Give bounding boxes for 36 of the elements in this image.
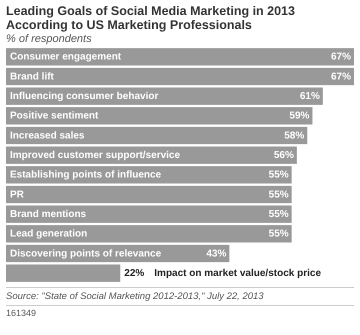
data-label: 55% xyxy=(268,228,289,240)
data-label: 55% xyxy=(268,170,289,181)
data-label: 58% xyxy=(284,130,304,142)
bar xyxy=(6,68,354,86)
y-tick-label: Brand mentions xyxy=(10,208,87,220)
data-label: 56% xyxy=(274,150,294,161)
data-label: 55% xyxy=(268,189,289,200)
bar xyxy=(6,107,312,124)
y-tick-label: Consumer engagement xyxy=(10,52,122,63)
y-tick-label: Discovering points of relevance xyxy=(10,248,162,260)
data-label: 22% xyxy=(124,268,144,279)
y-tick-label: PR xyxy=(10,189,25,200)
y-tick-label: Lead generation xyxy=(10,228,88,240)
y-tick-label: Brand lift xyxy=(10,71,55,82)
y-tick-label: Impact on market value/stock price xyxy=(154,268,322,279)
bar xyxy=(6,126,308,144)
y-tick-label: Positive sentiment xyxy=(10,110,100,122)
bar xyxy=(6,186,292,204)
data-label: 67% xyxy=(330,71,352,82)
y-tick-label: Improved customer support/service xyxy=(10,150,180,161)
data-label: 55% xyxy=(268,208,289,220)
source-note: Source: "State of Social Marketing 2012-2013," July 22, 2013 xyxy=(6,287,354,302)
data-label: 61% xyxy=(300,90,320,102)
bar xyxy=(6,48,354,66)
data-label: 59% xyxy=(289,110,310,122)
data-label: 43% xyxy=(206,248,226,260)
bar xyxy=(6,225,292,242)
bar xyxy=(6,206,292,223)
chart-subtitle: % of respondents xyxy=(6,33,93,45)
data-label: 67% xyxy=(330,52,352,63)
chart-title: Leading Goals of Social Media Marketing in 2013 According to US Marketing Professionals xyxy=(6,4,296,32)
y-tick-label: Increased sales xyxy=(10,130,85,142)
bar xyxy=(6,264,120,282)
y-tick-label: Influencing consumer behavior xyxy=(10,90,158,102)
y-tick-label: Establishing points of influence xyxy=(10,170,162,181)
text: 161349 xyxy=(6,305,354,318)
